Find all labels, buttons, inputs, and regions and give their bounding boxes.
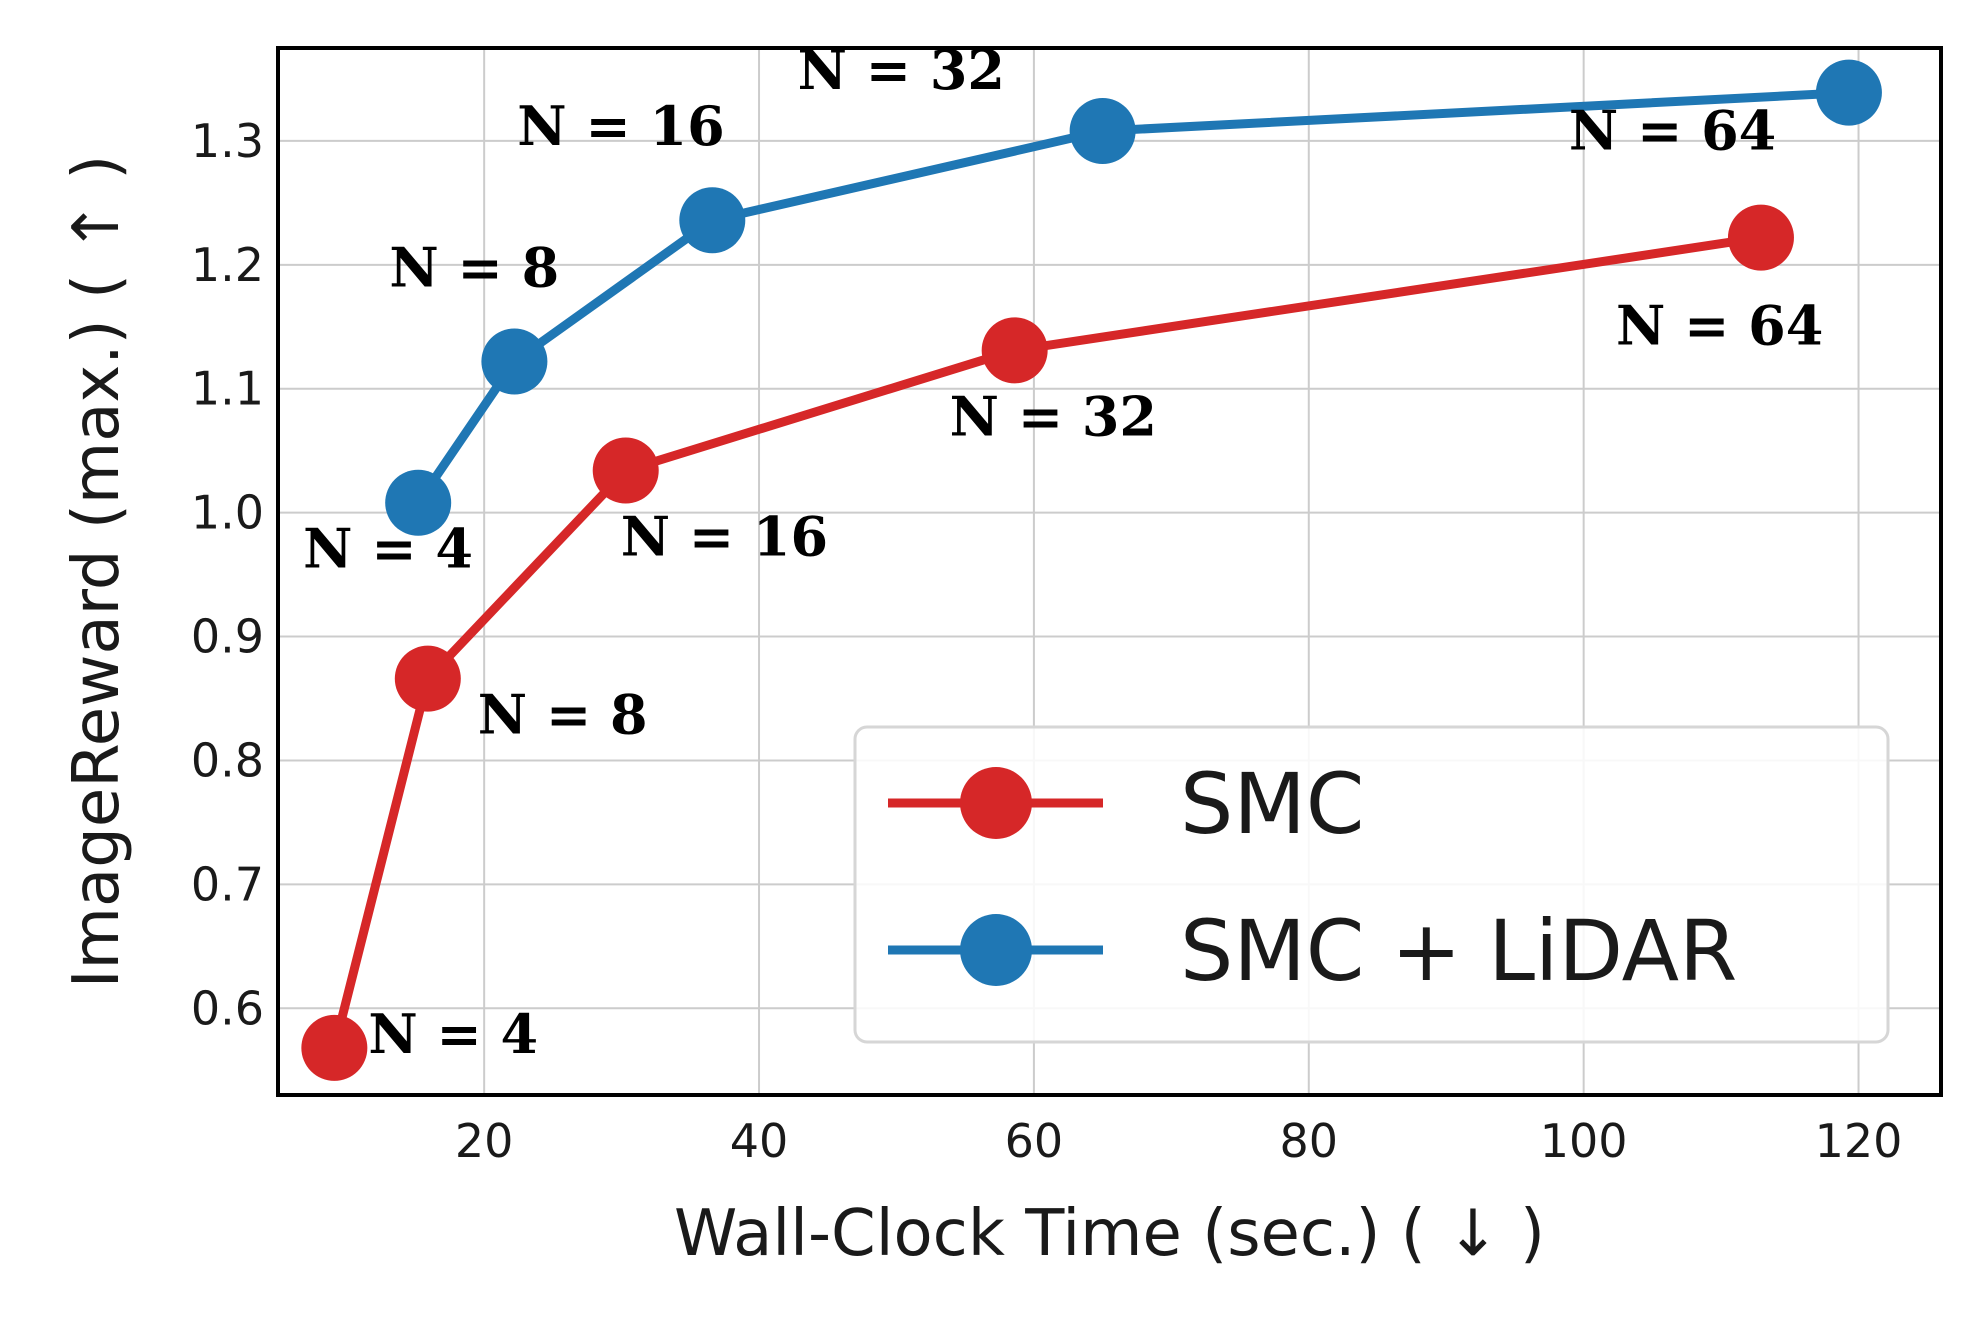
- point-labels: N = 4 N = 8 N = 16 N = 32 N = 64 N = 4 N = 8 N …: [303, 38, 1823, 1066]
- data-point: [301, 1014, 368, 1081]
- point-label: N = 16: [517, 94, 724, 158]
- x-tick-label: 80: [1280, 1114, 1339, 1168]
- series-smc: [301, 204, 1794, 1081]
- y-tick-label: 0.7: [191, 857, 264, 911]
- x-axis-label: Wall-Clock Time (sec.) ( ↓ ): [674, 1197, 1545, 1271]
- series-smc-lidar: [385, 59, 1882, 536]
- x-tick-label: 100: [1540, 1114, 1628, 1168]
- legend-entry: SMC + LiDAR: [1180, 902, 1737, 1000]
- point-label: N = 4: [303, 517, 473, 581]
- y-tick-label: 1.1: [191, 362, 264, 416]
- point-label: N = 4: [368, 1002, 538, 1066]
- data-point: [394, 645, 461, 712]
- y-tick-label: 1.2: [191, 238, 264, 292]
- data-point: [679, 187, 746, 254]
- data-point: [981, 317, 1048, 384]
- legend-entry: SMC: [1180, 755, 1364, 853]
- point-label: N = 64: [1569, 99, 1776, 163]
- data-point: [1069, 98, 1136, 165]
- x-tick-label: 120: [1815, 1114, 1903, 1168]
- data-point: [481, 328, 548, 395]
- x-tick-label: 40: [730, 1114, 789, 1168]
- legend-box: [853, 725, 1890, 1044]
- point-label: N = 16: [621, 505, 828, 569]
- y-axis-label: ImageReward (max.) ( ↑ ): [60, 155, 134, 988]
- ticks: 20 40 60 80 100 120 0.6 0.7 0.8 0.9 1.0 1.1 1.2 1.3: [191, 114, 1903, 1168]
- y-tick-label: 0.8: [191, 733, 264, 787]
- x-tick-label: 60: [1005, 1114, 1064, 1168]
- data-point: [592, 437, 659, 504]
- legend-marker: [960, 914, 1032, 986]
- plot-frame: [276, 46, 1943, 1097]
- legend-marker: [960, 767, 1032, 839]
- point-label: N = 8: [478, 683, 648, 747]
- point-label: N = 32: [950, 384, 1157, 448]
- point-label: N = 64: [1616, 294, 1823, 358]
- y-tick-label: 1.0: [191, 486, 264, 540]
- series-layer: [301, 59, 1882, 1081]
- data-point: [1815, 59, 1882, 126]
- legend: SMC SMC + LiDAR: [853, 725, 1890, 1044]
- point-label: N = 8: [389, 235, 559, 299]
- x-tick-label: 20: [455, 1114, 514, 1168]
- y-tick-label: 0.9: [191, 610, 264, 664]
- y-tick-label: 1.3: [191, 114, 264, 168]
- data-point: [1727, 204, 1794, 271]
- data-point: [385, 469, 452, 536]
- y-tick-label: 0.6: [191, 981, 264, 1035]
